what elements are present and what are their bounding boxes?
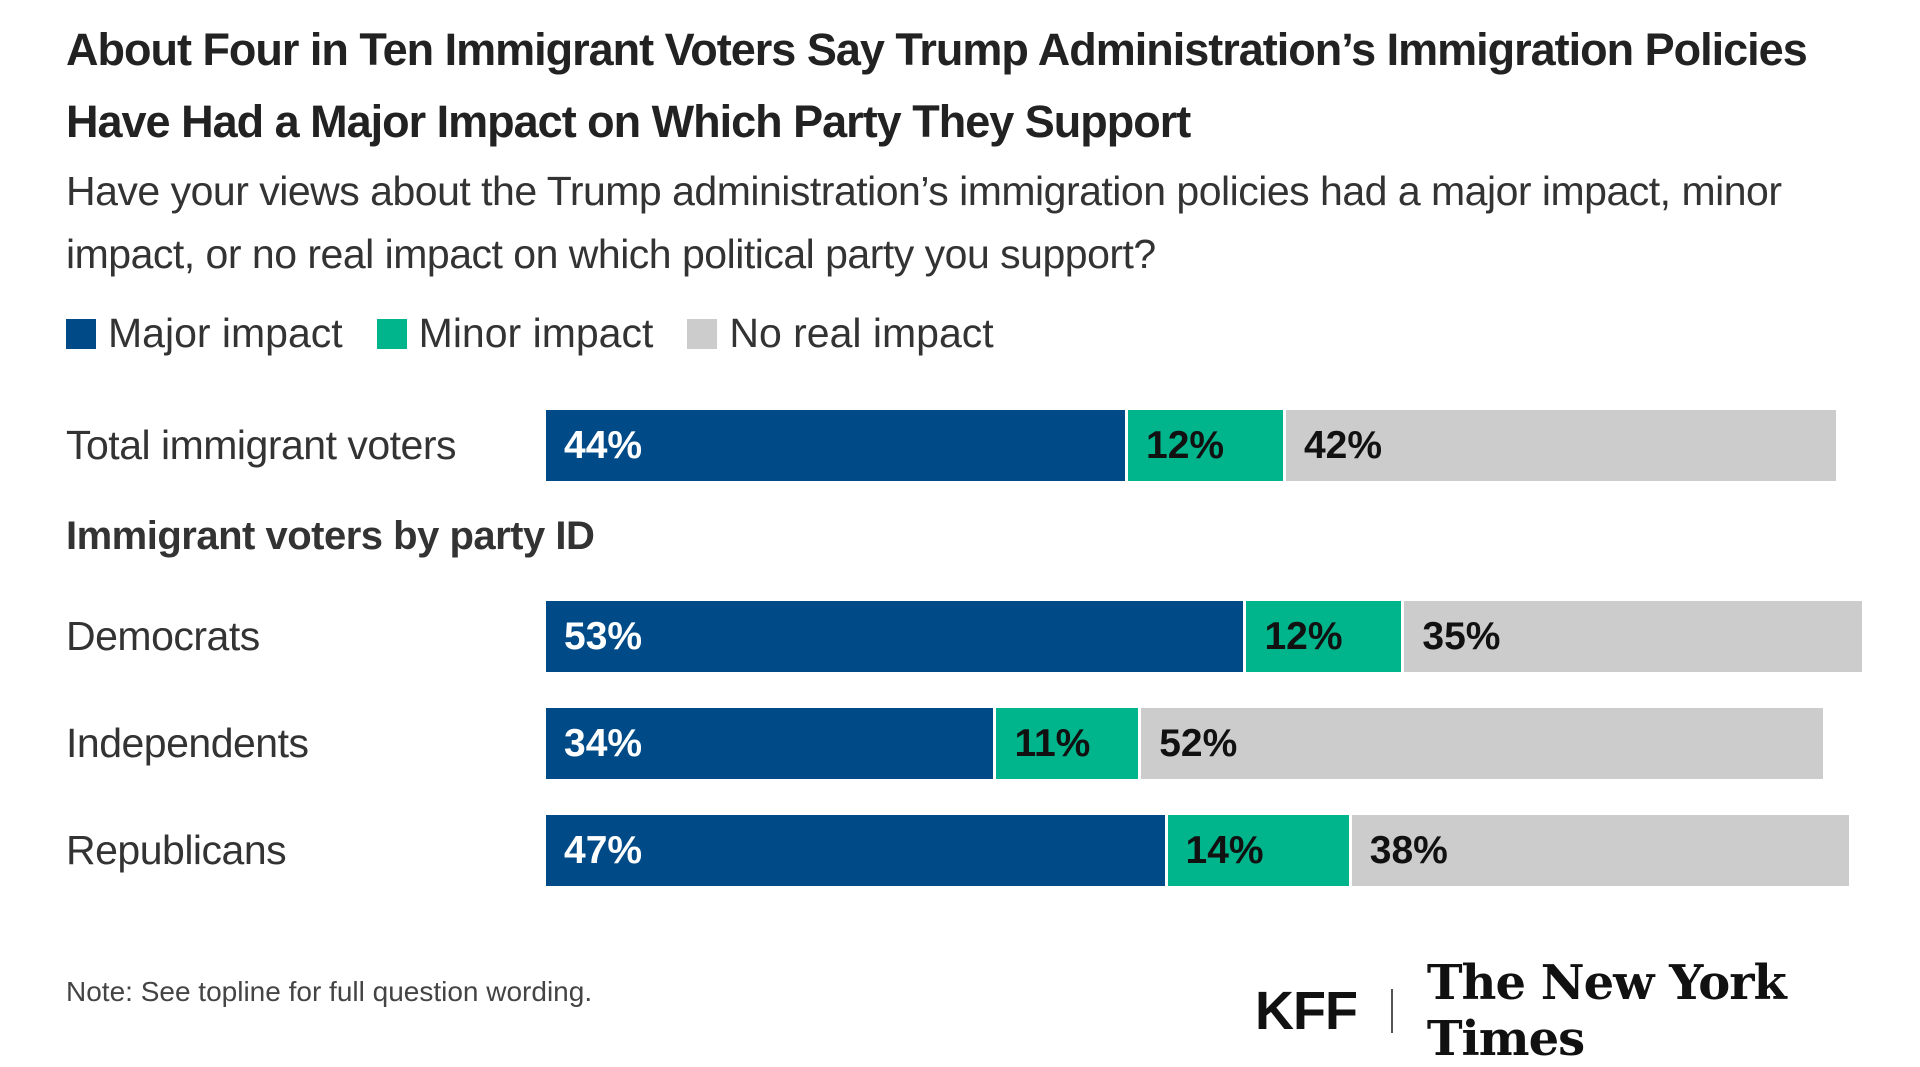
bar-segment-major: 44% (546, 410, 1126, 481)
logo-divider (1390, 989, 1393, 1033)
bar-segment-major: 47% (546, 815, 1165, 886)
legend-label: Major impact (108, 310, 343, 356)
data-label: 38% (1369, 828, 1448, 872)
bar-segment-minor: 11% (993, 708, 1139, 779)
legend-label: Minor impact (418, 310, 654, 356)
legend-swatch-none (687, 318, 718, 349)
data-label: 44% (564, 423, 643, 467)
legend-item-major: Major impact (66, 310, 343, 357)
bar-segment-major: 34% (546, 708, 994, 779)
legend-swatch-major (66, 318, 96, 349)
legend-item-minor: Minor impact (376, 310, 654, 357)
data-label: 52% (1159, 721, 1238, 765)
bar-segment-minor: 12% (1125, 410, 1283, 481)
row-label: Total immigrant voters (66, 422, 457, 468)
chart-title: About Four in Ten Immigrant Voters Say T… (66, 24, 1808, 147)
nyt-logo: The New York Times (1426, 955, 1787, 1067)
data-label: 42% (1303, 423, 1383, 467)
bar-segment-none: 42% (1282, 410, 1836, 481)
legend-label: No real impact (729, 310, 994, 356)
data-label: 35% (1422, 614, 1501, 658)
data-label: 34% (564, 721, 643, 765)
data-label: 47% (564, 828, 643, 872)
row-label: Republicans (66, 827, 287, 873)
section-header: Immigrant voters by party ID (66, 514, 595, 558)
legend-item-none: No real impact (687, 310, 994, 357)
note: Note: See topline for full question word… (66, 976, 593, 1007)
row-label: Independents (66, 720, 309, 766)
chart-subtitle: Have your views about the Trump administ… (66, 168, 1782, 277)
kff-logo: KFF (1255, 981, 1358, 1041)
data-label: 12% (1264, 614, 1343, 658)
bar-segment-none: 35% (1401, 601, 1862, 672)
data-label: 14% (1185, 828, 1264, 872)
bar-segment-major: 53% (546, 601, 1244, 672)
data-label: 11% (1014, 721, 1091, 765)
data-label: 53% (564, 614, 643, 658)
legend: Major impact Minor impact No real impact (66, 310, 1028, 357)
data-label: 12% (1146, 423, 1225, 467)
row-label: Democrats (66, 613, 260, 659)
bar-segment-none: 38% (1348, 815, 1849, 886)
bar-segment-none: 52% (1138, 708, 1823, 779)
bar-segment-minor: 12% (1243, 601, 1402, 672)
bar-segment-minor: 14% (1164, 815, 1349, 886)
legend-swatch-minor (376, 318, 407, 349)
logos: KFF The New York Times (1255, 955, 1920, 1067)
